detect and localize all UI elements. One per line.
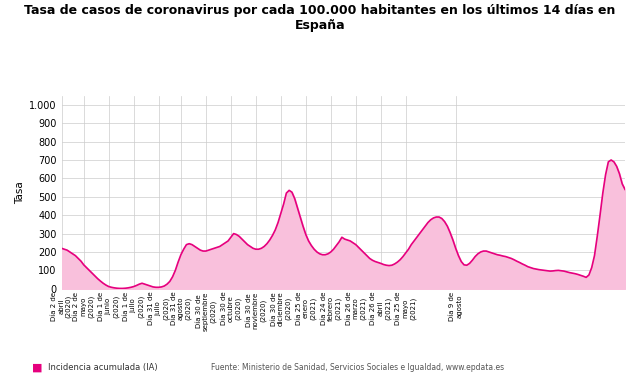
Text: Tasa de casos de coronavirus por cada 100.000 habitantes en los últimos 14 días : Tasa de casos de coronavirus por cada 10…: [24, 4, 616, 32]
Text: Fuente: Ministerio de Sanidad, Servicios Sociales e Igualdad, www.epdata.es: Fuente: Ministerio de Sanidad, Servicios…: [211, 363, 504, 372]
Text: ■: ■: [32, 362, 42, 372]
Text: Incidencia acumulada (IA): Incidencia acumulada (IA): [48, 363, 157, 372]
Y-axis label: Tasa: Tasa: [15, 181, 25, 203]
